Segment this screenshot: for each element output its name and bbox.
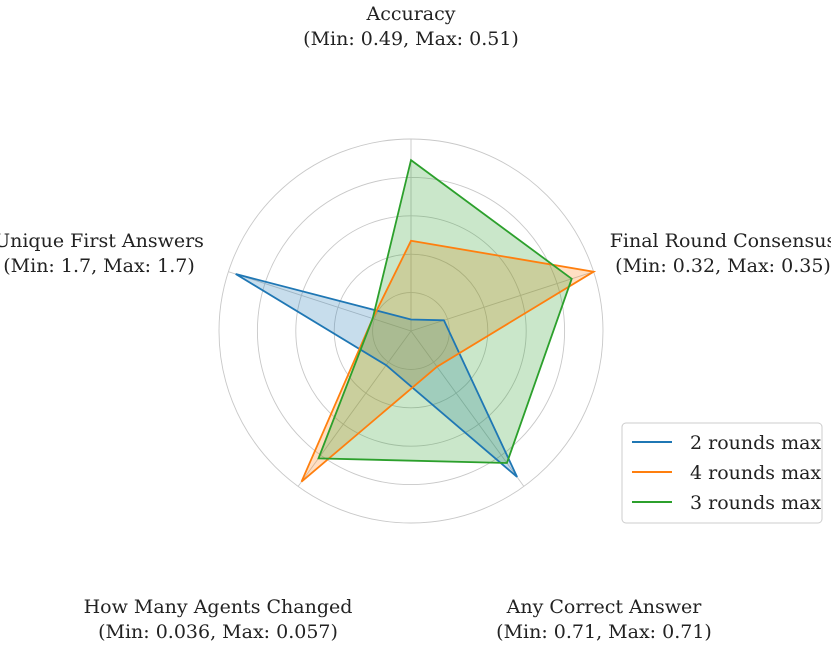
series-area-2-rounds-max — [235, 274, 518, 477]
legend-label-2-rounds: 2 rounds max — [690, 432, 821, 454]
grid-spoke-3 — [410, 330, 525, 487]
series-line-3-rounds-max — [317, 158, 573, 464]
series-area-3-rounds-max — [318, 160, 572, 463]
axis-label-accuracy-range: (Min: 0.49, Max: 0.51) — [303, 28, 519, 50]
legend-label-4-rounds: 4 rounds max — [690, 462, 821, 484]
grid-spoke-5 — [228, 271, 412, 332]
axis-label-final-round-consensus: Final Round Consensus (Min: 0.32, Max: 0… — [610, 230, 831, 277]
legend: 2 rounds max 4 rounds max 3 rounds max — [621, 422, 823, 524]
axis-label-final-round-consensus-range: (Min: 0.32, Max: 0.35) — [615, 255, 831, 277]
radar-grid — [218, 138, 604, 524]
axis-label-any-correct-answer-range: (Min: 0.71, Max: 0.71) — [496, 621, 712, 643]
axis-label-how-many-agents-changed-name: How Many Agents Changed — [84, 596, 353, 618]
axis-label-accuracy-name: Accuracy — [365, 3, 455, 25]
axis-label-unique-first-answers-range: (Min: 1.7, Max: 1.7) — [3, 255, 194, 277]
series-area-4-rounds-max — [301, 240, 594, 482]
series-line-4-rounds-max — [300, 239, 597, 483]
legend-label-3-rounds: 3 rounds max — [690, 492, 821, 514]
axis-label-how-many-agents-changed: How Many Agents Changed (Min: 0.036, Max… — [84, 596, 353, 643]
radar-series — [235, 158, 597, 483]
axis-label-any-correct-answer-name: Any Correct Answer — [506, 596, 703, 618]
series-line-2-rounds-max — [235, 273, 518, 478]
axis-label-how-many-agents-changed-range: (Min: 0.036, Max: 0.057) — [98, 621, 338, 643]
axis-label-final-round-consensus-name: Final Round Consensus — [610, 230, 831, 252]
legend-box — [621, 422, 823, 524]
axis-label-unique-first-answers-name: Unique First Answers — [0, 230, 204, 252]
axis-label-accuracy: Accuracy (Min: 0.49, Max: 0.51) — [303, 3, 519, 50]
axis-label-any-correct-answer: Any Correct Answer (Min: 0.71, Max: 0.71… — [496, 596, 712, 643]
grid-spoke-4 — [297, 330, 412, 487]
axis-label-unique-first-answers: Unique First Answers (Min: 1.7, Max: 1.7… — [0, 230, 204, 277]
